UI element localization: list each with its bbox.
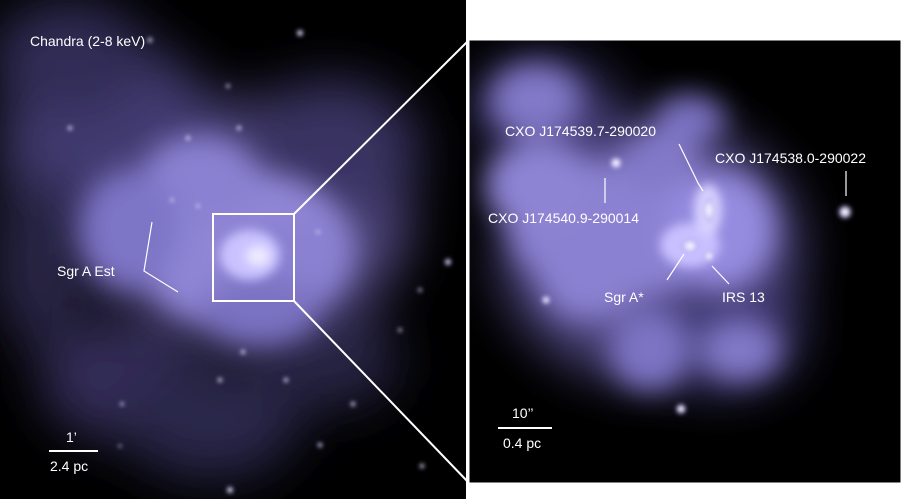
source-j174540-9 <box>609 156 623 170</box>
source-j174539-7 <box>703 196 715 224</box>
right-scale-physical-label: 0.4 pc <box>503 435 541 451</box>
diffuse-emission-left <box>0 0 420 480</box>
point-source <box>541 295 551 305</box>
sgr-a-star-label: Sgr A* <box>604 289 644 305</box>
irs13-source <box>703 250 715 262</box>
source-label-j174538-0: CXO J174538.0-290022 <box>715 150 866 166</box>
point-sources-left <box>67 29 452 494</box>
right-scale-bar: 10’’ 0.4 pc <box>498 405 552 451</box>
zoom-connector-lines <box>293 39 470 484</box>
right-panel-frame <box>468 39 902 484</box>
right-panel: CXO J174539.7-290020 CXO J174538.0-29002… <box>469 40 901 483</box>
source-j174538-0 <box>837 204 853 220</box>
sgr-a-east-marker <box>143 221 179 293</box>
right-scale-angular-label: 10’’ <box>512 405 534 421</box>
left-scale-angular-label: 1’ <box>66 429 77 445</box>
source-callout-lines <box>604 143 847 285</box>
instrument-label: Chandra (2-8 keV) <box>30 33 145 49</box>
source-label-j174540-9: CXO J174540.9-290014 <box>488 210 639 226</box>
zoom-box <box>212 213 295 302</box>
source-label-j174539-7: CXO J174539.7-290020 <box>505 123 656 139</box>
sgr-a-star-source <box>680 238 700 254</box>
point-source <box>675 403 687 415</box>
irs13-label: IRS 13 <box>722 289 765 305</box>
point-sources-right <box>541 156 853 415</box>
left-scale-bar: 1’ 2.4 pc <box>49 429 98 474</box>
left-panel: Chandra (2-8 keV) Sgr A Est 1’ 2.4 pc <box>0 0 466 499</box>
left-scale-physical-label: 2.4 pc <box>50 458 88 474</box>
sgr-a-east-label: Sgr A Est <box>57 263 115 279</box>
